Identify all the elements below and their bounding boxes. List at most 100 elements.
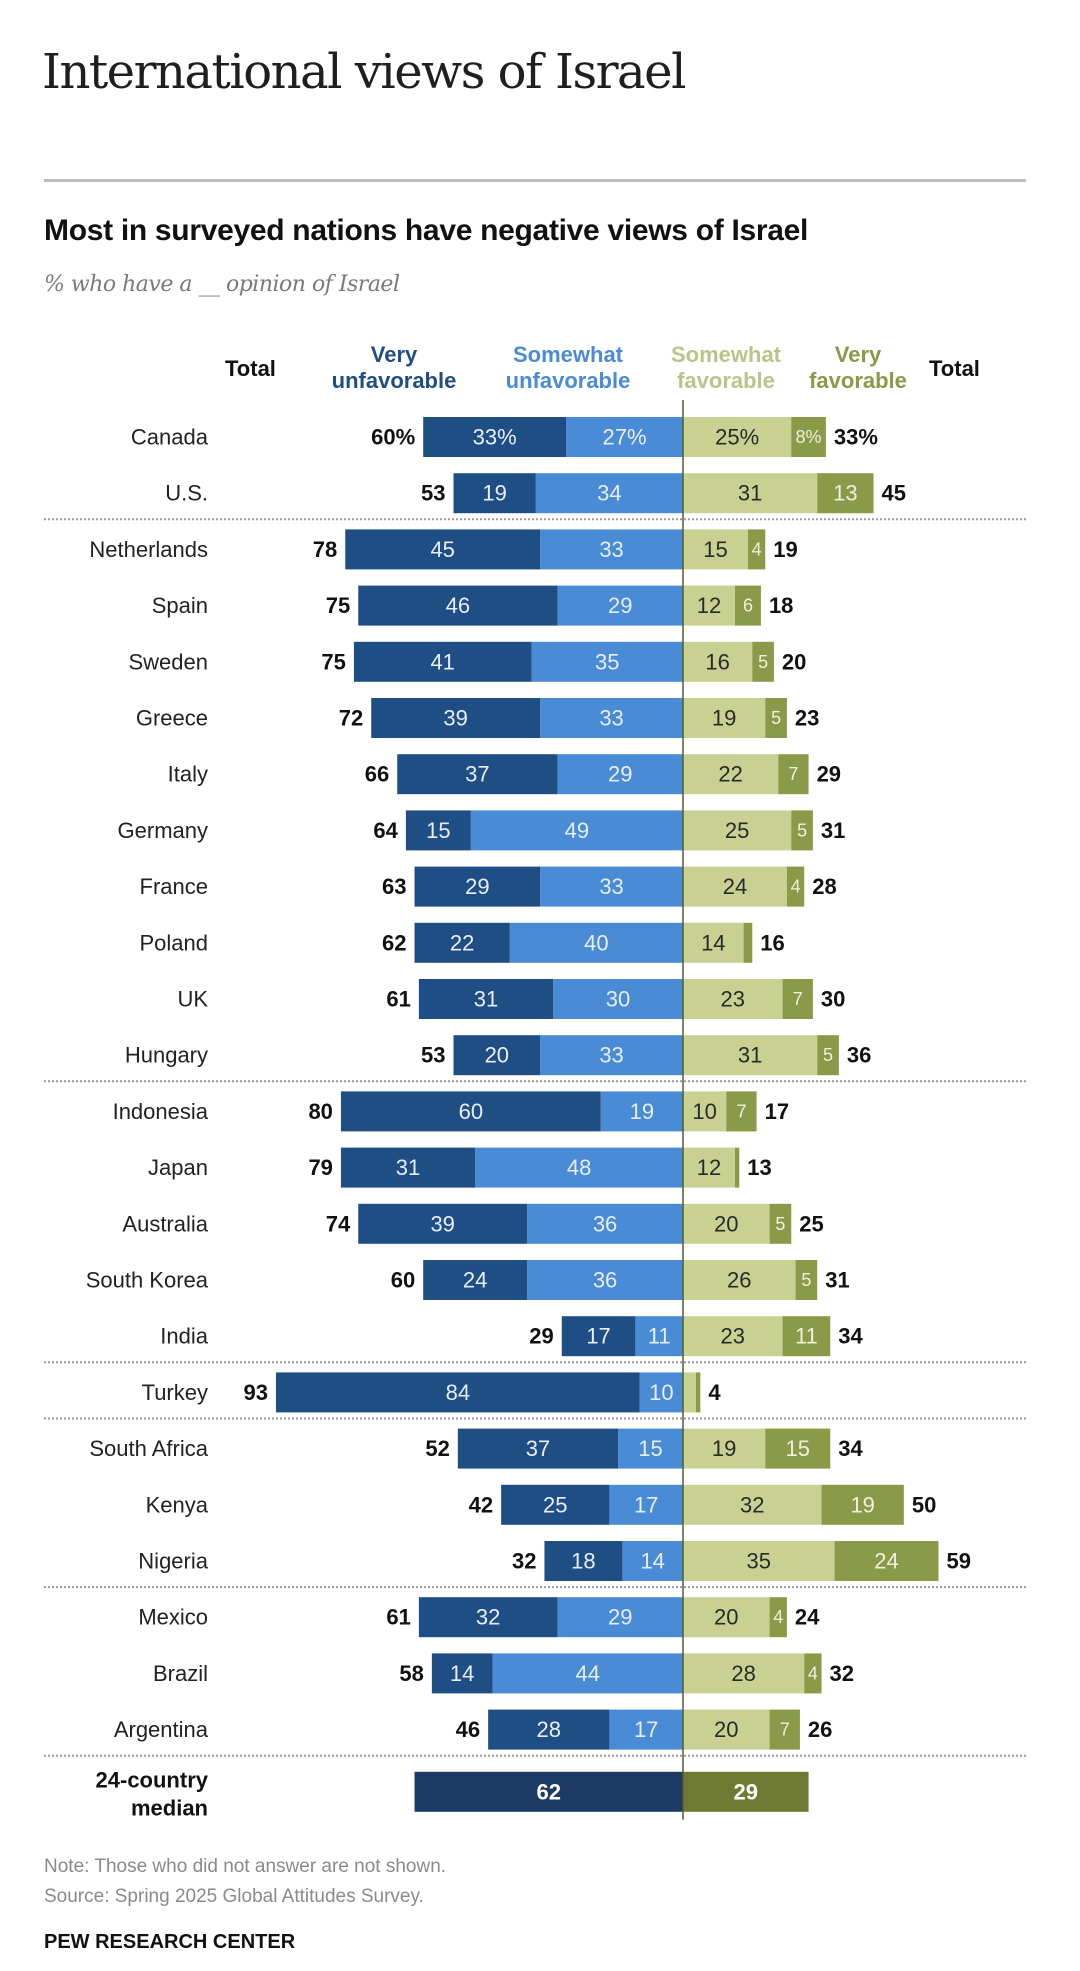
bar-somewhat-favorable	[683, 1035, 818, 1076]
bar-very-favorable	[782, 1316, 831, 1357]
total-unfavorable: 46	[456, 1717, 480, 1742]
bar-somewhat-unfavorable	[492, 1653, 683, 1694]
header-somewhat-unfavorable: Somewhat unfavorable	[492, 342, 644, 394]
bar-very-unfavorable	[371, 698, 541, 738]
label-somewhat-favorable: 23	[721, 1324, 745, 1349]
total-unfavorable: 62	[382, 930, 406, 955]
label-very-unfavorable: 45	[430, 537, 454, 562]
total-favorable: 31	[825, 1268, 849, 1293]
label-somewhat-favorable: 23	[721, 987, 745, 1012]
label-very-favorable: 5	[775, 1214, 785, 1234]
bar-very-favorable	[765, 1428, 831, 1469]
label-somewhat-favorable: 31	[738, 481, 762, 506]
bar-somewhat-unfavorable	[600, 1091, 683, 1132]
total-unfavorable: 64	[373, 818, 398, 843]
total-favorable: 31	[821, 818, 845, 843]
label-very-unfavorable: 22	[450, 930, 474, 955]
total-unfavorable: 53	[421, 1043, 445, 1068]
header-very-unfavorable-line2: unfavorable	[331, 368, 457, 393]
chart-title: Most in surveyed nations have negative v…	[44, 214, 809, 247]
bar-very-favorable	[778, 754, 809, 795]
label-very-unfavorable: 19	[482, 481, 506, 506]
country-label: UK	[177, 987, 208, 1012]
bar-somewhat-favorable	[683, 641, 753, 682]
label-somewhat-favorable: 14	[701, 930, 725, 955]
total-favorable: 19	[773, 537, 797, 562]
source-text: Source: Spring 2025 Global Attitudes Sur…	[44, 1886, 424, 1907]
label-very-favorable: 5	[758, 652, 768, 672]
total-unfavorable: 53	[421, 481, 445, 506]
country-label: South Africa	[89, 1436, 208, 1461]
bar-somewhat-favorable	[683, 922, 744, 963]
bar-very-favorable	[817, 1035, 839, 1076]
header-total-favorable: Total	[929, 356, 980, 381]
label-very-favorable: 7	[793, 989, 803, 1009]
bar-very-unfavorable	[405, 810, 471, 851]
label-very-unfavorable: 32	[476, 1605, 500, 1630]
total-unfavorable: 75	[321, 649, 345, 674]
country-label: Germany	[118, 818, 208, 843]
country-label: Netherlands	[89, 537, 208, 562]
bar-somewhat-unfavorable	[557, 1597, 683, 1638]
total-favorable: 45	[882, 481, 906, 506]
bar-very-favorable	[795, 1260, 818, 1300]
total-unfavorable: 80	[308, 1099, 332, 1124]
bar-somewhat-favorable	[683, 1260, 796, 1300]
total-favorable: 16	[760, 930, 784, 955]
label-very-favorable: 4	[791, 877, 801, 897]
label-somewhat-favorable: 19	[712, 1436, 736, 1461]
country-label: Nigeria	[138, 1549, 208, 1574]
label-very-unfavorable: 41	[430, 649, 454, 674]
country-label: Hungary	[125, 1043, 208, 1068]
label-very-unfavorable: 24	[463, 1268, 487, 1293]
total-unfavorable: 66	[365, 762, 389, 787]
bar-somewhat-favorable	[683, 1709, 770, 1750]
label-somewhat-favorable: 25	[725, 818, 749, 843]
total-unfavorable: 72	[339, 706, 363, 731]
label-somewhat-favorable: 32	[740, 1492, 764, 1517]
label-very-unfavorable: 60	[459, 1099, 483, 1124]
label-somewhat-unfavorable: 35	[595, 649, 619, 674]
label-very-unfavorable: 28	[537, 1717, 561, 1742]
bar-very-unfavorable	[340, 1091, 601, 1132]
label-very-unfavorable: 31	[474, 987, 498, 1012]
country-label: Spain	[152, 593, 208, 618]
bar-very-unfavorable	[353, 641, 532, 682]
bar-somewhat-favorable	[683, 1203, 770, 1244]
label-very-unfavorable: 20	[485, 1043, 509, 1068]
label-very-favorable: 19	[850, 1492, 874, 1517]
header-somewhat-unfavorable-line2: unfavorable	[505, 368, 631, 393]
label-very-favorable: 4	[808, 1663, 818, 1683]
bar-somewhat-unfavorable	[618, 1428, 683, 1469]
bar-very-favorable	[765, 698, 787, 738]
total-favorable: 13	[747, 1155, 771, 1180]
bar-very-unfavorable	[418, 979, 554, 1019]
bar-somewhat-unfavorable	[609, 1709, 683, 1750]
label-very-favorable: 4	[773, 1607, 783, 1627]
bar-somewhat-unfavorable	[553, 979, 683, 1019]
header-very-favorable: Very favorable	[796, 342, 920, 394]
header-somewhat-favorable-line1: Somewhat	[670, 342, 782, 367]
bar-very-favorable	[734, 585, 761, 626]
bar-somewhat-unfavorable	[540, 1035, 683, 1076]
title-divider	[44, 179, 1026, 182]
bar-somewhat-unfavorable	[635, 1316, 683, 1357]
total-favorable: 25	[799, 1211, 823, 1236]
bar-somewhat-unfavorable	[531, 641, 683, 682]
bar-somewhat-favorable	[683, 1316, 783, 1357]
bar-very-favorable	[747, 529, 766, 570]
bar-very-unfavorable	[453, 1035, 541, 1076]
label-somewhat-favorable: 15	[703, 537, 727, 562]
label-somewhat-unfavorable: 34	[597, 481, 621, 506]
label-somewhat-favorable: 20	[714, 1211, 738, 1236]
total-unfavorable: 74	[326, 1211, 351, 1236]
label-somewhat-favorable: 19	[712, 706, 736, 731]
total-unfavorable: 75	[326, 593, 350, 618]
header-somewhat-favorable-line2: favorable	[677, 368, 775, 393]
bar-somewhat-favorable	[683, 1428, 766, 1469]
bar-somewhat-favorable	[683, 1541, 835, 1581]
bar-somewhat-favorable	[683, 810, 792, 851]
bar-median-favorable	[683, 1771, 809, 1812]
label-very-favorable: 24	[874, 1549, 898, 1574]
label-somewhat-favorable: 12	[697, 1155, 721, 1180]
